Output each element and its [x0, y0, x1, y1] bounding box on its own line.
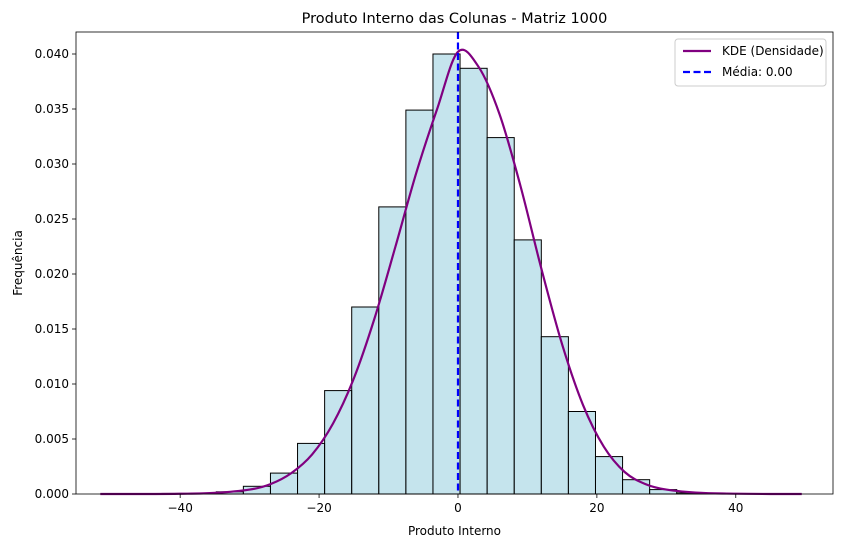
y-tick-label: 0.040	[35, 47, 69, 61]
histogram-bar	[459, 67, 488, 495]
y-tick-label: 0.030	[35, 157, 69, 171]
x-tick-label: −40	[168, 501, 193, 515]
histogram-bar	[622, 479, 651, 495]
y-tick-label: 0.025	[35, 212, 69, 226]
legend: KDE (Densidade) Média: 0.00	[674, 38, 827, 87]
y-tick-label: 0.035	[35, 102, 69, 116]
chart-title: Produto Interno das Colunas - Matriz 100…	[302, 11, 608, 27]
histogram-bar	[432, 53, 461, 495]
x-tick-label: 40	[728, 501, 743, 515]
histogram-bar	[513, 239, 542, 495]
kde-line	[100, 48, 802, 496]
histogram-bars	[161, 53, 732, 495]
histogram-bar	[324, 390, 353, 495]
y-tick-label: 0.000	[35, 487, 69, 501]
x-axis-label: Produto Interno	[408, 524, 501, 538]
plot-area-frame	[75, 31, 834, 495]
y-tick-label: 0.010	[35, 377, 69, 391]
y-tick-label: 0.015	[35, 322, 69, 336]
x-tick-label: −20	[306, 501, 331, 515]
histogram-bar	[405, 109, 434, 495]
y-axis-label: Frequência	[11, 230, 25, 296]
histogram-bar	[351, 306, 380, 495]
histogram-bar	[540, 336, 569, 495]
x-axis-ticks: −40 −20 0 20 40	[168, 494, 743, 515]
histogram-bar	[486, 137, 515, 495]
kde-layer	[100, 48, 802, 496]
y-axis-ticks: 0.000 0.005 0.010 0.015 0.020 0.025 0.030 0.035…	[35, 47, 76, 501]
histogram-bar	[594, 456, 624, 495]
legend-kde-label: KDE (Densidade)	[722, 44, 824, 58]
legend-mean-label: Média: 0.00	[722, 65, 793, 79]
y-tick-label: 0.005	[35, 432, 69, 446]
histogram-bar	[378, 206, 407, 495]
x-tick-label: 0	[454, 501, 462, 515]
legend-box	[674, 38, 827, 87]
y-tick-label: 0.020	[35, 267, 69, 281]
x-tick-label: 20	[589, 501, 604, 515]
histogram-bar	[297, 442, 326, 495]
